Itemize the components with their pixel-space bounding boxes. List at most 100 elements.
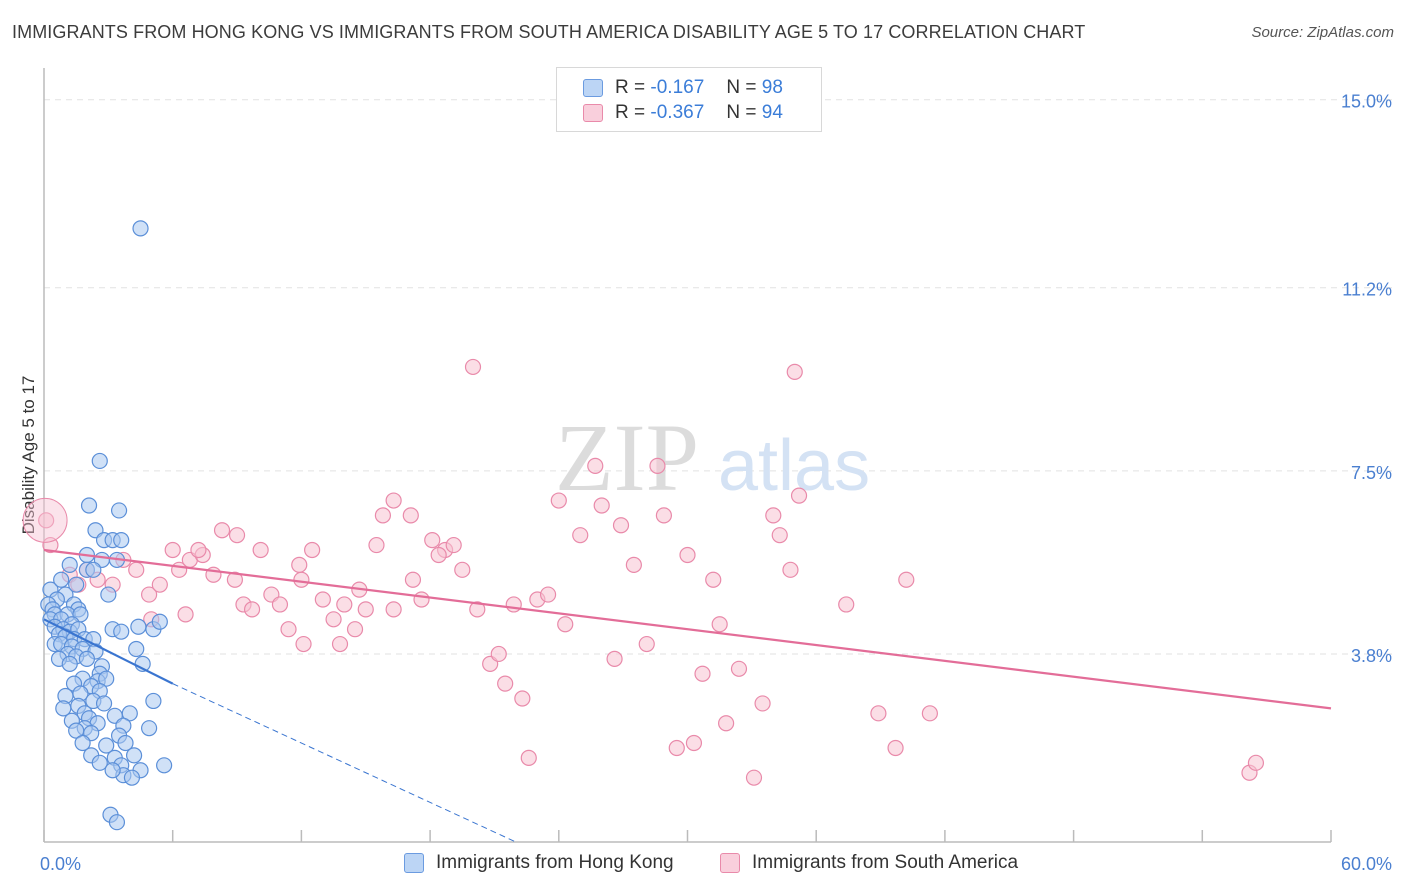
- point-south-america: [42, 536, 59, 554]
- point-hong-kong: [151, 613, 168, 630]
- point-south-america: [190, 541, 207, 559]
- point-south-america: [649, 457, 666, 474]
- point-hong-kong: [55, 700, 72, 717]
- legend-item-hong-kong[interactable]: Immigrants from Hong Kong: [404, 852, 674, 874]
- y-tick-label: 11.2%: [1342, 280, 1392, 300]
- point-south-america: [520, 749, 537, 766]
- point-south-america: [497, 675, 514, 692]
- point-south-america: [336, 596, 353, 613]
- point-south-america: [38, 512, 55, 529]
- point-south-america: [557, 616, 574, 633]
- point-hong-kong: [104, 762, 121, 779]
- trendline-hong-kong: [43, 618, 174, 685]
- point-south-america: [413, 591, 430, 608]
- point-south-america: [685, 734, 703, 752]
- point-hong-kong: [125, 747, 143, 764]
- point-hong-kong: [113, 532, 130, 549]
- point-south-america: [870, 705, 887, 722]
- point-south-america: [402, 507, 419, 524]
- point-south-america: [625, 556, 642, 573]
- point-south-america: [293, 571, 310, 588]
- point-south-america: [304, 541, 321, 559]
- point-south-america: [490, 645, 507, 663]
- point-south-america: [226, 571, 244, 588]
- point-south-america: [771, 527, 788, 544]
- point-south-america: [213, 522, 231, 539]
- point-south-america: [718, 715, 735, 732]
- point-south-america: [572, 527, 589, 544]
- point-south-america: [430, 546, 447, 564]
- point-south-america: [782, 561, 799, 578]
- legend-item-south-america[interactable]: Immigrants from South America: [720, 852, 1018, 874]
- point-hong-kong: [78, 650, 96, 667]
- point-south-america: [668, 739, 685, 757]
- point-south-america: [454, 561, 471, 578]
- point-south-america: [164, 541, 181, 559]
- point-hong-kong: [156, 757, 173, 774]
- y-axis-title: Disability Age 5 to 17: [19, 376, 38, 535]
- point-south-america: [325, 611, 342, 628]
- point-hong-kong: [61, 556, 78, 573]
- point-south-america: [314, 591, 331, 608]
- point-south-america: [404, 571, 422, 588]
- y-tick-label: 15.0%: [1341, 92, 1392, 112]
- point-south-america: [151, 576, 168, 593]
- point-hong-kong: [91, 452, 108, 470]
- point-hong-kong: [141, 720, 158, 737]
- point-hong-kong: [74, 734, 91, 752]
- point-hong-kong: [128, 640, 145, 658]
- legend-n-label: N =: [726, 102, 757, 123]
- point-south-america: [374, 507, 392, 524]
- point-south-america: [243, 601, 261, 618]
- source-credit: Source: ZipAtlas.com: [1251, 24, 1394, 41]
- point-south-america: [514, 690, 531, 707]
- legend-row-hong-kong: R = -0.167 N = 98: [583, 76, 783, 100]
- point-south-america: [357, 601, 374, 618]
- point-south-america: [711, 616, 728, 633]
- point-south-america: [638, 635, 655, 653]
- point-south-america: [141, 586, 158, 603]
- point-hong-kong: [110, 502, 128, 519]
- point-hong-kong: [98, 737, 115, 754]
- point-south-america: [550, 492, 567, 509]
- x-tick-label: 0.0%: [40, 854, 81, 874]
- trendlines: [43, 548, 1332, 843]
- legend-swatch-pink: [720, 853, 740, 873]
- point-hong-kong: [68, 576, 85, 593]
- point-south-america: [786, 363, 803, 380]
- point-south-america: [730, 660, 748, 677]
- point-south-america: [539, 586, 557, 603]
- point-hong-kong: [53, 571, 70, 588]
- legend-swatch-blue: [583, 79, 603, 97]
- watermark: ZIP atlas: [555, 404, 870, 511]
- legend-row-south-america: R = -0.367 N = 94: [583, 101, 783, 125]
- point-south-america: [252, 541, 269, 559]
- point-hong-kong: [61, 655, 78, 672]
- legend-label-south-america: Immigrants from South America: [752, 852, 1019, 873]
- point-south-america: [464, 358, 482, 376]
- point-hong-kong: [85, 561, 102, 578]
- point-south-america: [745, 769, 763, 786]
- point-hong-kong: [108, 814, 126, 831]
- point-hong-kong: [130, 618, 147, 635]
- point-south-america: [385, 601, 402, 618]
- point-south-america: [424, 532, 441, 549]
- y-axis-tick-labels: 3.8% 7.5% 11.2% 15.0%: [1341, 92, 1392, 666]
- legend-n-value: 98: [761, 77, 783, 98]
- point-south-america: [505, 596, 522, 613]
- point-south-america: [331, 635, 349, 653]
- y-tick-label: 3.8%: [1351, 646, 1392, 666]
- series-south-america-points: [22, 358, 1265, 786]
- x-axis-ticks: [43, 830, 1332, 842]
- point-south-america: [655, 507, 673, 524]
- point-hong-kong: [91, 754, 108, 771]
- correlation-legend: R = -0.167 N = 98 R = -0.367 N = 94: [556, 67, 822, 132]
- legend-swatch-blue: [404, 853, 424, 873]
- series-legend: Immigrants from Hong Kong Immigrants fro…: [0, 852, 1406, 878]
- point-south-america: [368, 536, 385, 554]
- point-south-america: [1247, 754, 1265, 771]
- trendline-hong-kong-extension: [172, 683, 517, 843]
- legend-r-value: -0.367: [650, 102, 705, 123]
- trendline-south-america: [43, 548, 1332, 710]
